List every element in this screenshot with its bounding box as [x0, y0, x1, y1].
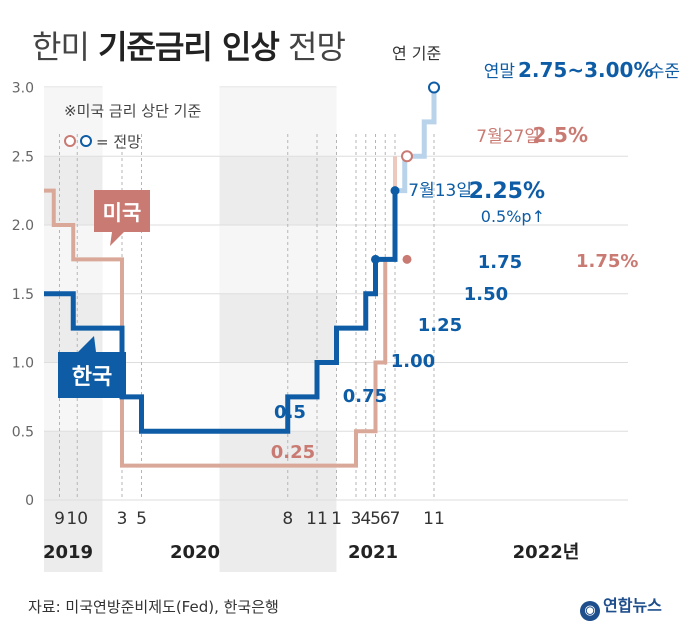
us-jul-rate: 2.5%: [533, 123, 588, 147]
year-label: 2021: [348, 542, 398, 563]
grid-stripe: [44, 225, 628, 294]
x-tick-label: 11: [423, 509, 445, 529]
y-tick-label: 2.5: [12, 149, 34, 165]
legend-basis-note: ※미국 금리 상단 기준: [64, 102, 201, 120]
korea-end-suffix: 수준: [649, 62, 680, 82]
yonhap-logo-icon: ◉: [580, 601, 600, 621]
korea-rate-line: [44, 190, 398, 434]
x-tick-label: 8: [282, 509, 293, 529]
y-tick-label: 2.0: [12, 218, 34, 234]
legend-us-forecast-icon: [64, 135, 76, 147]
source-note: 자료: 미국연방준비제도(Fed), 한국은행: [28, 598, 279, 616]
korea-jul-rate: 2.25%: [469, 179, 545, 204]
us-series-label: 미국: [103, 201, 142, 225]
title-suffix: 전망: [288, 28, 346, 66]
korea-step-label: 1.50: [464, 284, 508, 305]
x-tick-label: 9: [54, 509, 65, 529]
korea-tag-bubble: [58, 336, 126, 398]
y-tick-label: 0: [25, 493, 34, 509]
grid-stripe: [44, 87, 628, 157]
y-tick-label: 0.5: [12, 424, 34, 440]
y-tick-label: 1.5: [12, 287, 34, 303]
korea-step-label: 0.5: [274, 402, 306, 423]
year-label: 2020: [170, 542, 220, 563]
page-title: 한미 기준금리 인상 전망: [32, 22, 346, 68]
x-tick-label: 3: [351, 509, 362, 529]
us-tag-bubble: [94, 190, 150, 246]
title-bold: 기준금리 인상: [98, 28, 280, 66]
x-tick-label: 5: [370, 509, 381, 529]
year-label: 2022년: [513, 542, 580, 563]
legend-forecast-note: = 전망: [96, 133, 141, 151]
us-step-label: 0.25: [271, 442, 315, 463]
korea-point: [371, 254, 380, 264]
x-tick-label: 6: [380, 509, 391, 529]
x-tick-label: 4: [360, 509, 371, 529]
year-band-2021: [219, 86, 337, 572]
korea-point: [390, 186, 400, 196]
us-rate-line: [44, 188, 392, 468]
korea-step-label: 1.00: [391, 351, 435, 372]
korea-jul-change: 0.5%p↑: [481, 207, 545, 226]
basis-note: 연 기준: [392, 44, 442, 63]
y-tick-label: 3.0: [12, 81, 34, 97]
korea-jul-date: 7월13일: [408, 181, 472, 201]
x-tick-label: 7: [390, 509, 401, 529]
us-forecast-point: [401, 150, 413, 163]
x-tick-label: 1: [331, 509, 342, 529]
yonhap-logo: ◉ 연합뉴스: [580, 592, 662, 621]
korea-series-label: 한국: [72, 365, 112, 390]
korea-end-rate: 2.75~3.00%: [518, 58, 654, 82]
korea-forecast-point: [428, 81, 440, 94]
x-tick-label: 11: [306, 509, 328, 529]
x-tick-label: 3: [117, 509, 128, 529]
korea-step-label: 1.75: [478, 252, 522, 273]
us-jul-date: 7월27일: [476, 127, 540, 147]
korea-step-label: 0.75: [343, 386, 387, 407]
us-point: [402, 254, 412, 264]
x-tick-label: 5: [136, 509, 147, 529]
legend-korea-forecast-icon: [80, 135, 92, 147]
title-prefix: 한미: [32, 28, 90, 66]
korea-step-label: 1.25: [418, 315, 462, 336]
year-label: 2019: [43, 542, 93, 563]
x-tick-label: 10: [66, 509, 88, 529]
y-tick-label: 1.0: [12, 356, 34, 372]
logo-text: 연합뉴스: [603, 596, 662, 615]
us-step-label: 1.75%: [576, 251, 638, 272]
korea-end-prefix: 연말: [484, 62, 516, 82]
